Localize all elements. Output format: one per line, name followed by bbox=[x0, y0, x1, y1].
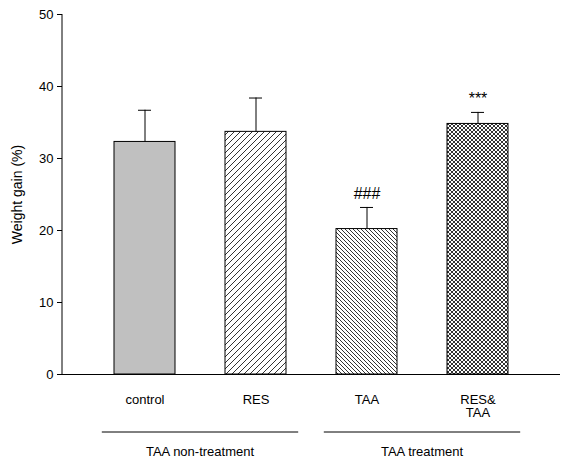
svg-text:RES&TAA: RES&TAA bbox=[460, 392, 496, 420]
svg-text:40: 40 bbox=[39, 79, 53, 94]
svg-text:10: 10 bbox=[39, 295, 53, 310]
svg-text:TAA treatment: TAA treatment bbox=[381, 444, 464, 459]
svg-text:20: 20 bbox=[39, 223, 53, 238]
svg-text:RES: RES bbox=[243, 392, 270, 407]
svg-text:TAA: TAA bbox=[355, 392, 380, 407]
svg-text:***: *** bbox=[469, 90, 488, 107]
svg-text:30: 30 bbox=[39, 151, 53, 166]
svg-text:Weight gain (%): Weight gain (%) bbox=[9, 145, 25, 244]
svg-text:TAA non-treatment: TAA non-treatment bbox=[146, 444, 255, 459]
svg-text:0: 0 bbox=[46, 367, 53, 382]
svg-text:###: ### bbox=[354, 185, 381, 202]
svg-text:50: 50 bbox=[39, 7, 53, 22]
svg-text:control: control bbox=[125, 392, 164, 407]
